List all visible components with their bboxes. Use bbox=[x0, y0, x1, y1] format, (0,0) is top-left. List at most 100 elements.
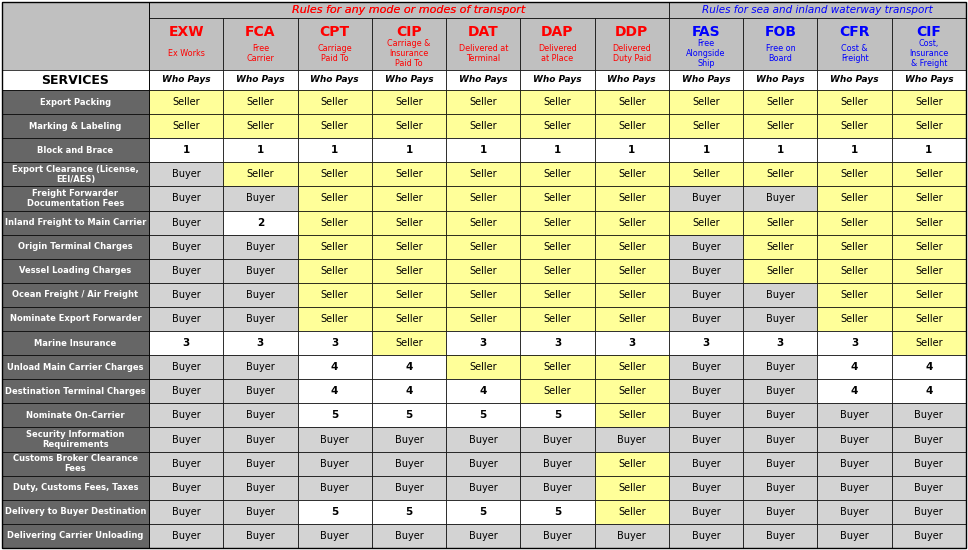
Bar bbox=[892, 138, 966, 162]
Bar bbox=[2, 427, 149, 452]
Text: Seller: Seller bbox=[915, 266, 943, 276]
Text: Seller: Seller bbox=[395, 194, 423, 204]
Bar bbox=[743, 211, 817, 235]
Bar bbox=[297, 476, 372, 500]
Text: Seller: Seller bbox=[395, 169, 423, 179]
Text: Seller: Seller bbox=[469, 241, 497, 252]
Text: Seller: Seller bbox=[915, 121, 943, 131]
Bar bbox=[149, 283, 224, 307]
Text: 3: 3 bbox=[183, 338, 190, 348]
Text: Buyer: Buyer bbox=[766, 531, 795, 541]
Text: Free on
Board: Free on Board bbox=[766, 44, 795, 63]
Bar bbox=[372, 235, 446, 258]
Bar bbox=[521, 427, 594, 452]
Text: Seller: Seller bbox=[767, 97, 794, 107]
Bar bbox=[224, 379, 297, 403]
Bar bbox=[892, 379, 966, 403]
Bar bbox=[372, 283, 446, 307]
Text: Who Pays: Who Pays bbox=[831, 75, 879, 85]
Bar bbox=[892, 452, 966, 476]
Text: DDP: DDP bbox=[615, 25, 649, 39]
Text: Vessel Loading Charges: Vessel Loading Charges bbox=[19, 266, 132, 276]
Text: Seller: Seller bbox=[544, 386, 571, 397]
Bar bbox=[297, 427, 372, 452]
Bar bbox=[446, 90, 521, 114]
Bar bbox=[149, 18, 224, 70]
Text: Buyer: Buyer bbox=[543, 531, 572, 541]
Bar bbox=[743, 476, 817, 500]
Text: Seller: Seller bbox=[395, 290, 423, 300]
Text: Seller: Seller bbox=[618, 386, 646, 397]
Bar bbox=[669, 524, 743, 548]
Text: Buyer: Buyer bbox=[840, 531, 869, 541]
Text: 1: 1 bbox=[776, 145, 784, 155]
Bar bbox=[297, 186, 372, 211]
Text: Seller: Seller bbox=[841, 241, 868, 252]
Bar bbox=[446, 186, 521, 211]
Text: Seller: Seller bbox=[915, 97, 943, 107]
Bar bbox=[669, 403, 743, 427]
Bar bbox=[594, 403, 669, 427]
Text: Duty, Customs Fees, Taxes: Duty, Customs Fees, Taxes bbox=[13, 483, 138, 492]
Bar bbox=[372, 307, 446, 331]
Text: Destination Terminal Charges: Destination Terminal Charges bbox=[5, 387, 146, 396]
Bar bbox=[446, 403, 521, 427]
Bar bbox=[2, 379, 149, 403]
Text: Buyer: Buyer bbox=[395, 434, 423, 444]
Text: Seller: Seller bbox=[618, 290, 646, 300]
Text: Seller: Seller bbox=[395, 218, 423, 228]
Bar bbox=[892, 211, 966, 235]
Bar bbox=[521, 18, 594, 70]
Text: Marking & Labeling: Marking & Labeling bbox=[29, 122, 122, 131]
Bar bbox=[521, 258, 594, 283]
Text: 1: 1 bbox=[554, 145, 561, 155]
Text: Buyer: Buyer bbox=[320, 459, 349, 469]
Bar bbox=[669, 355, 743, 380]
Bar bbox=[521, 524, 594, 548]
Text: Buyer: Buyer bbox=[766, 362, 795, 372]
Text: 3: 3 bbox=[479, 338, 487, 348]
Text: Buyer: Buyer bbox=[246, 386, 275, 397]
Bar bbox=[446, 476, 521, 500]
Text: Seller: Seller bbox=[544, 121, 571, 131]
Bar bbox=[743, 331, 817, 355]
Bar bbox=[2, 138, 149, 162]
Text: Seller: Seller bbox=[544, 241, 571, 252]
Bar bbox=[594, 114, 669, 138]
Text: Buyer: Buyer bbox=[766, 507, 795, 517]
Text: Seller: Seller bbox=[544, 362, 571, 372]
Bar bbox=[669, 2, 966, 18]
Bar bbox=[2, 524, 149, 548]
Text: Carriage
Paid To: Carriage Paid To bbox=[318, 44, 352, 63]
Bar bbox=[817, 211, 892, 235]
Text: Origin Terminal Charges: Origin Terminal Charges bbox=[18, 242, 133, 251]
Bar bbox=[297, 331, 372, 355]
Bar bbox=[743, 427, 817, 452]
Text: EXW: EXW bbox=[168, 25, 204, 39]
Text: Seller: Seller bbox=[618, 483, 646, 493]
Bar bbox=[446, 500, 521, 524]
Text: Buyer: Buyer bbox=[320, 531, 349, 541]
Text: Buyer: Buyer bbox=[915, 434, 943, 444]
Text: Buyer: Buyer bbox=[692, 483, 720, 493]
Bar bbox=[224, 186, 297, 211]
Bar bbox=[669, 70, 743, 90]
Bar bbox=[521, 70, 594, 90]
Text: 4: 4 bbox=[851, 362, 859, 372]
Text: Buyer: Buyer bbox=[766, 483, 795, 493]
Bar bbox=[297, 18, 372, 70]
Text: Buyer: Buyer bbox=[543, 483, 572, 493]
Text: Seller: Seller bbox=[618, 459, 646, 469]
Text: Buyer: Buyer bbox=[692, 459, 720, 469]
Text: CPT: CPT bbox=[319, 25, 349, 39]
Bar bbox=[594, 90, 669, 114]
Text: Buyer: Buyer bbox=[618, 434, 647, 444]
Bar bbox=[892, 500, 966, 524]
Bar bbox=[817, 331, 892, 355]
Bar bbox=[149, 90, 224, 114]
Bar bbox=[594, 427, 669, 452]
Bar bbox=[892, 162, 966, 186]
Text: Seller: Seller bbox=[320, 241, 348, 252]
Text: Who Pays: Who Pays bbox=[236, 75, 285, 85]
Bar bbox=[743, 307, 817, 331]
